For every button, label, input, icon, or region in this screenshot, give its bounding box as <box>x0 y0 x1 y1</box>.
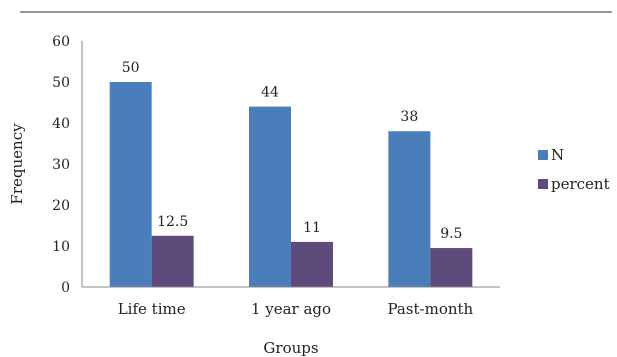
x-category-label: Past-month <box>387 300 473 318</box>
y-tick-label: 30 <box>52 157 70 173</box>
data-label: 9.5 <box>440 226 462 242</box>
legend-label-percent: percent <box>551 175 610 193</box>
y-tick-label: 0 <box>61 280 70 296</box>
bar-N-2 <box>249 106 291 287</box>
bar-N-1 <box>109 82 152 287</box>
y-axis-title: Frequency <box>8 123 26 205</box>
bar-N-3 <box>388 131 431 287</box>
data-label: 44 <box>261 85 279 101</box>
data-label: 38 <box>400 109 418 125</box>
y-tick-label: 50 <box>52 75 70 91</box>
y-tick-label: 60 <box>52 34 70 50</box>
y-tick-label: 20 <box>52 198 70 214</box>
x-axis-categories: Life time 1 year ago Past-month <box>118 300 474 318</box>
x-category-label: 1 year ago <box>251 300 331 318</box>
data-label: 11 <box>303 220 321 236</box>
x-category-label: Life time <box>118 300 186 318</box>
legend-swatch-percent <box>538 179 548 189</box>
data-labels: 50 12.5 44 11 38 9.5 <box>122 60 463 242</box>
bar-percent-2 <box>291 241 333 287</box>
bar-percent-1 <box>151 235 194 287</box>
data-label: 50 <box>122 60 140 76</box>
data-label: 12.5 <box>157 214 188 230</box>
legend-label-N: N <box>551 146 564 164</box>
bar-percent-3 <box>430 248 473 287</box>
legend-swatch-N <box>538 150 548 160</box>
y-tick-label: 10 <box>52 239 70 255</box>
y-tick-label: 40 <box>52 116 70 132</box>
y-axis-ticks: 0 10 20 30 40 50 60 <box>52 34 70 296</box>
x-axis-title: Groups <box>263 339 318 357</box>
bars <box>109 82 473 287</box>
